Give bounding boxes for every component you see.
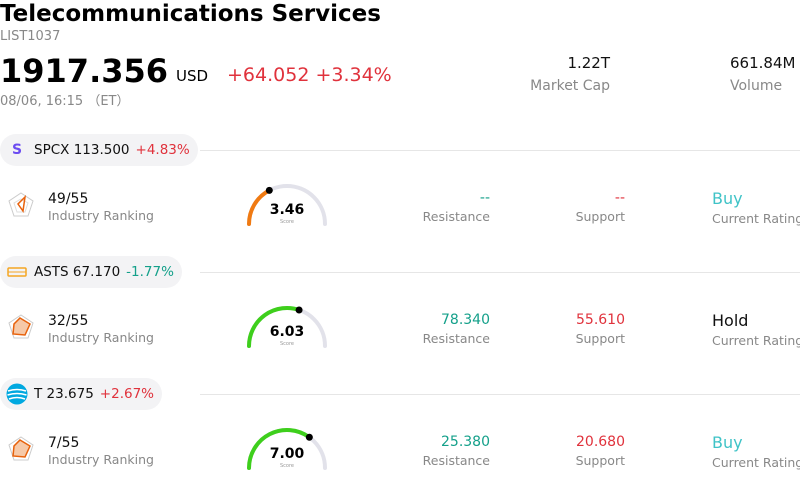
resistance-label: Resistance [422,331,490,346]
currency-label: USD [176,67,209,85]
stock-price: 67.170 [72,264,121,280]
score-value: 3.46 [270,202,305,218]
ranking-radar-icon [8,436,34,461]
stock-ticker-price: SPCX 113.500 [34,142,130,158]
spcx-logo-icon: S [11,142,23,158]
support-value: 20.680 [576,434,625,450]
support-value: -- [614,190,625,206]
rating-label: Current Rating [712,333,800,348]
timestamp: 08/06, 16:15 （ET） [0,94,130,109]
rating-value: Buy [712,189,743,208]
page-title: Telecommunications Services [0,1,381,27]
score-label: Score [280,463,294,469]
score-value: 7.00 [270,446,305,462]
gauge-marker [295,306,303,314]
rating-label: Current Rating [712,211,800,226]
stock-price: 113.500 [73,142,130,158]
index-code: LIST1037 [0,29,61,44]
resistance-label: Resistance [422,209,490,224]
resistance-label: Resistance [422,453,490,468]
support-label: Support [575,453,625,468]
stock-ticker-price: T 23.675 [34,386,94,402]
resistance-value: 25.380 [441,434,490,450]
support-label: Support [575,331,625,346]
score-value: 6.03 [270,324,305,340]
score-label: Score [280,219,294,225]
market-cap-value: 1.22T [567,54,610,72]
volume-label: Volume [730,78,783,94]
resistance-value: 78.340 [441,312,490,328]
stock-ticker: ASTS [34,264,69,280]
ranking-label: Industry Ranking [48,208,154,223]
gauge-marker [305,433,313,441]
volume-value: 661.84M [730,54,796,72]
stock-ticker-price: ASTS 67.170 [34,264,120,280]
resistance-value: -- [479,190,490,206]
stock-ticker: T [34,386,43,402]
stock-ticker: SPCX [34,142,70,158]
score-gauge: 7.00 Score [247,428,327,470]
score-label: Score [280,341,294,347]
ranking-radar-icon [8,314,34,339]
asts-logo-icon [6,261,28,283]
row-divider [200,394,800,395]
support-label: Support [575,209,625,224]
score-gauge: 6.03 Score [247,306,327,348]
gauge-fill [247,428,312,470]
market-cap-label: Market Cap [530,78,610,94]
ranking-value: 49/55 [48,191,89,207]
index-change: +64.052 +3.34% [227,64,392,86]
rating-value: Buy [712,433,743,452]
gauge-fill [247,188,272,226]
ranking-label: Industry Ranking [48,330,154,345]
index-price: 1917.356 [0,52,169,90]
stock-price: 23.675 [46,386,94,402]
ranking-label: Industry Ranking [48,452,154,467]
ranking-radar-icon [8,192,34,217]
stock-chip[interactable]: T 23.675 +2.67% [0,378,162,410]
att-logo-icon [6,383,28,405]
support-value: 55.610 [576,312,625,328]
score-gauge: 3.46 Score [247,184,327,226]
row-divider [200,272,800,273]
stock-change: +4.83% [135,142,190,158]
rating-value: Hold [712,311,749,330]
row-divider [200,150,800,151]
ranking-value: 7/55 [48,435,80,451]
stock-change: +2.67% [99,386,154,402]
stock-chip[interactable]: ASTS 67.170 -1.77% [0,256,182,288]
stock-chip[interactable]: S SPCX 113.500 +4.83% [0,134,198,166]
gauge-fill [247,306,302,348]
ranking-value: 32/55 [48,313,89,329]
gauge-marker [265,186,273,194]
stock-change: -1.77% [126,264,174,280]
rating-label: Current Rating [712,455,800,470]
